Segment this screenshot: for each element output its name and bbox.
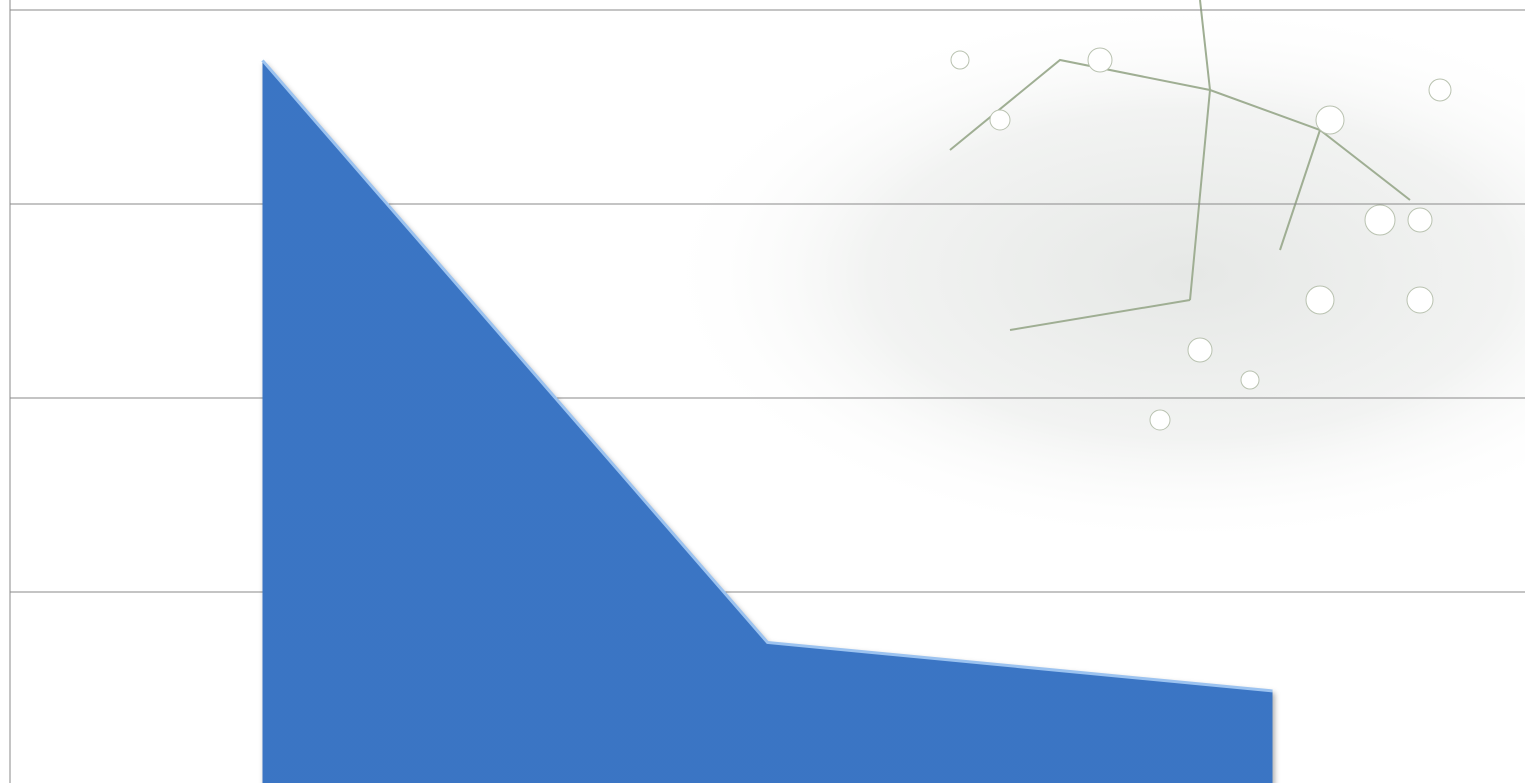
area-shade	[262, 60, 1273, 783]
flower-decoration	[949, 0, 1452, 431]
area-edge	[261, 59, 1273, 693]
